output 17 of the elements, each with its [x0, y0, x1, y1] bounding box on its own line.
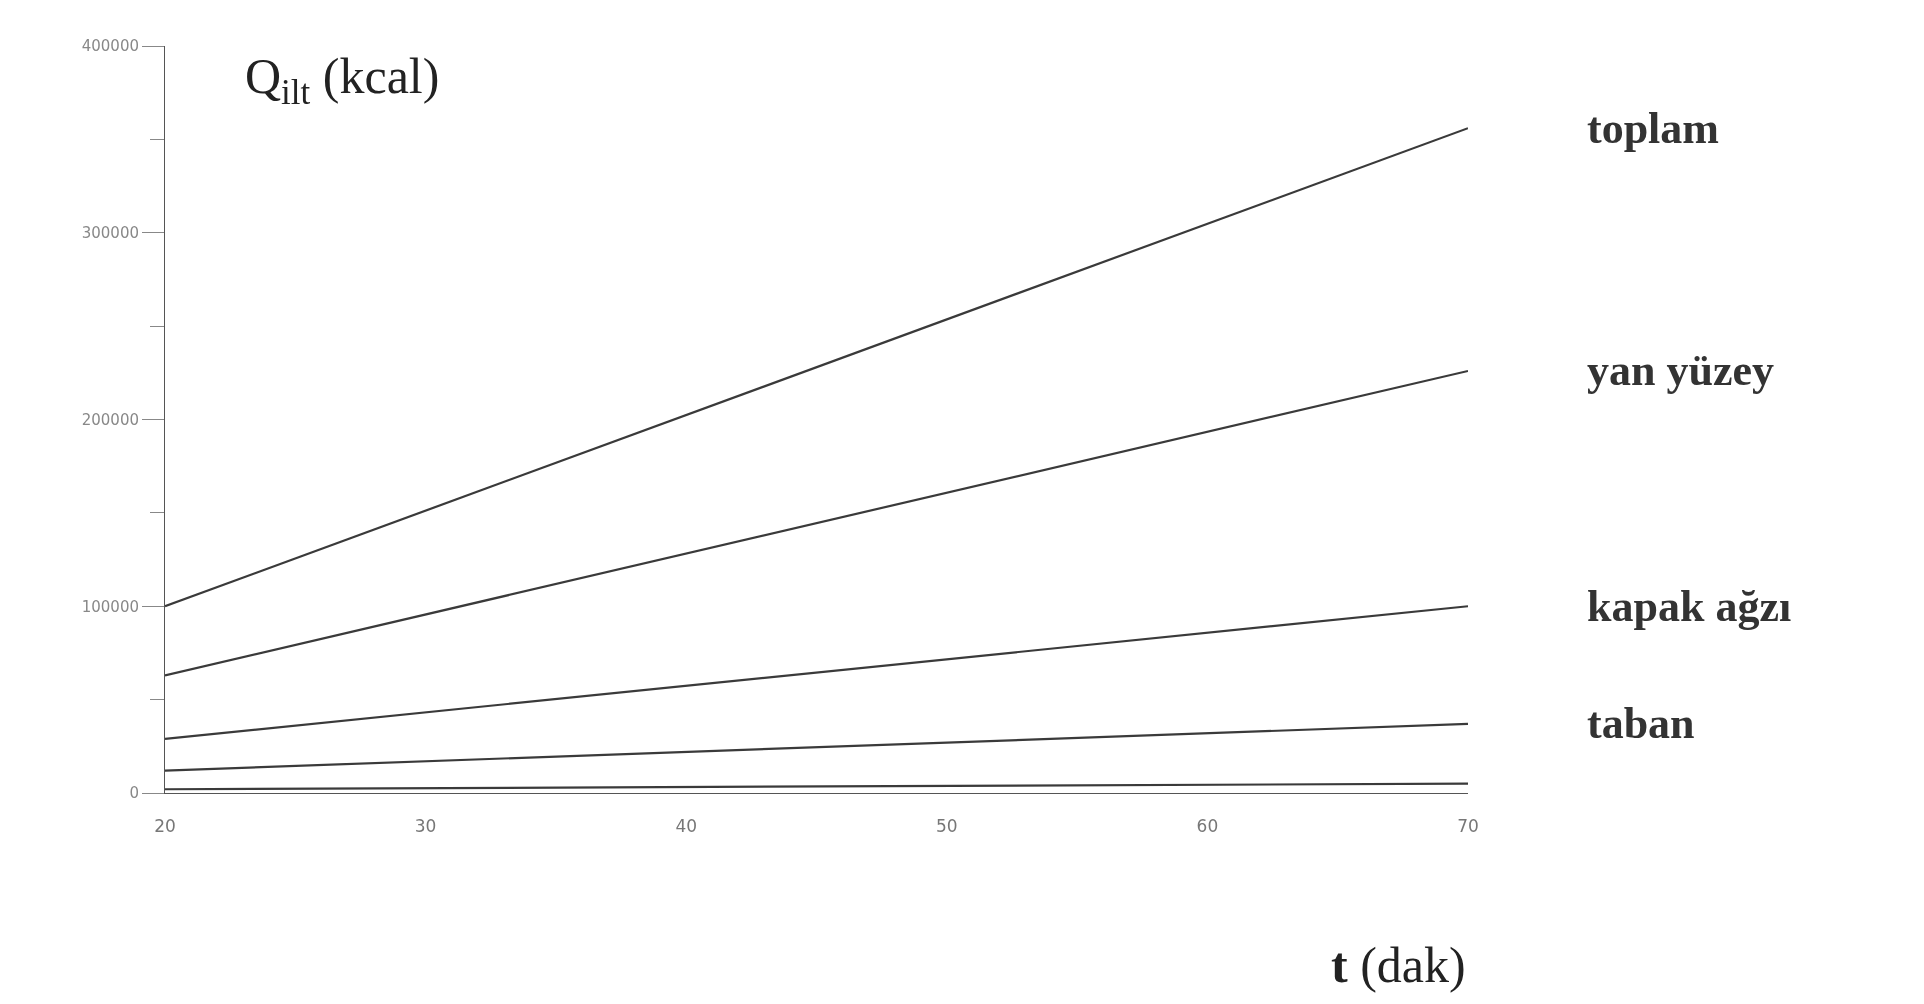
y-axis-title: Q$_{ilt}$ (kcal) [245, 48, 440, 112]
y-tick-label: 100000 [81, 597, 139, 616]
x-tick-label: 20 [154, 816, 176, 837]
x-tick-label: 30 [414, 816, 437, 837]
x-tick-label: 40 [675, 816, 698, 837]
x-tick-label: 70 [1457, 816, 1479, 837]
y-tick-label: 300000 [81, 224, 139, 242]
text: taban [1587, 699, 1695, 748]
y-tick-label: 400000 [81, 37, 139, 56]
text: toplam [1587, 104, 1719, 153]
x-tick-label: 60 [1196, 816, 1219, 837]
y-tick-label: 0 [129, 784, 139, 803]
x-tick-label: 50 [935, 816, 958, 837]
x-axis-title: t (dak) [1331, 937, 1466, 993]
text: kapak ağzı [1587, 582, 1792, 631]
y-tick-label: 200000 [81, 410, 139, 429]
text: yan yüzey [1587, 346, 1774, 395]
